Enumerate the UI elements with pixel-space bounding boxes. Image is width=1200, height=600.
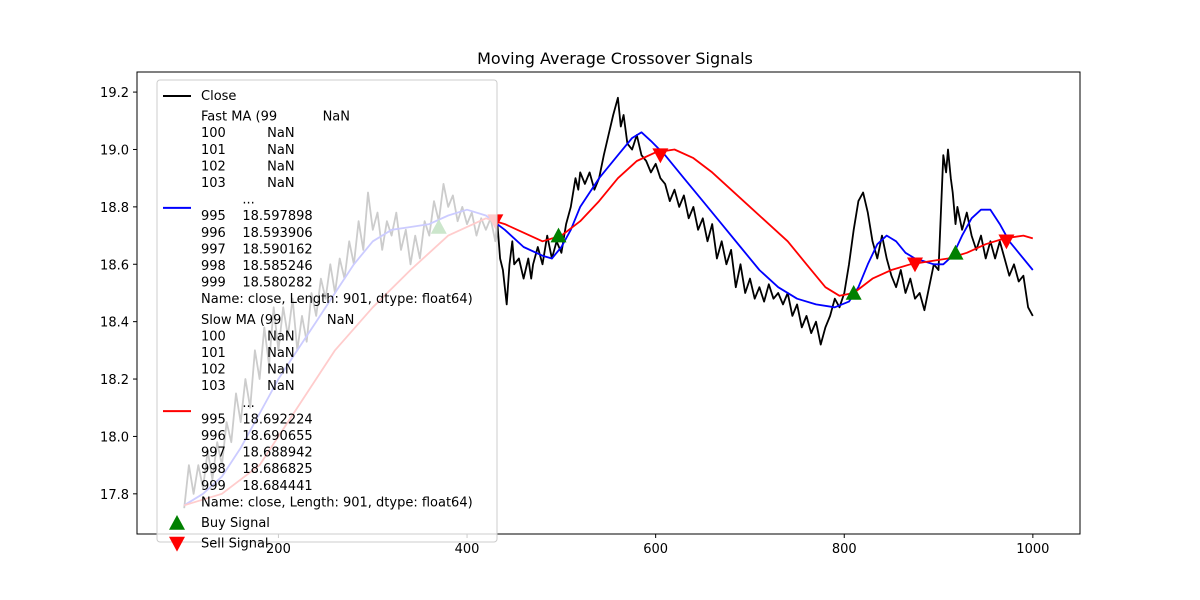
y-tick-label-6: 19.0	[100, 143, 129, 158]
x-tick-label-0: 200	[266, 542, 291, 557]
y-tick-label-3: 18.4	[100, 316, 129, 331]
x-tick-label-2: 600	[643, 542, 668, 557]
legend-label: 101 NaN	[201, 143, 295, 158]
buy-signal-marker-1	[550, 227, 567, 243]
sell-signal-marker-1	[652, 148, 669, 164]
buy-signal-marker-3	[947, 244, 964, 260]
legend-label: Fast MA (99 NaN	[201, 110, 350, 125]
buy-signal-marker-2	[845, 284, 862, 300]
legend-label: 995 18.597898	[201, 209, 313, 224]
sell-signal-marker-3	[998, 234, 1015, 250]
y-tick-label-7: 19.2	[100, 86, 129, 101]
legend-label: 102 NaN	[201, 159, 295, 174]
chart-title: Moving Average Crossover Signals	[477, 49, 753, 68]
legend-swatch	[169, 515, 185, 530]
legend-entry-triangle-up-0: Buy Signal	[169, 515, 270, 531]
legend-label: Buy Signal	[201, 516, 270, 531]
legend-label: 103 NaN	[201, 379, 295, 394]
legend-label: 999 18.580282	[201, 276, 313, 291]
legend-label: 998 18.686825	[201, 462, 313, 477]
legend-label: 100 NaN	[201, 126, 295, 141]
legend-label: ...	[201, 396, 267, 411]
tick-layer: 200 400 600 800 1000 17.8 18.0 18.2 18.4 18.6 18.8…	[100, 86, 1049, 557]
legend-label: 996 18.593906	[201, 226, 313, 241]
legend-label: Close	[201, 89, 236, 104]
sell-signal-marker-2	[906, 257, 923, 273]
legend-label: 102 NaN	[201, 363, 295, 378]
y-tick-label-2: 18.2	[100, 373, 129, 388]
legend-swatch	[169, 536, 185, 552]
legend-box	[156, 79, 498, 543]
x-tick-label-4: 1000	[1016, 542, 1049, 557]
legend-label: ...	[201, 193, 267, 208]
legend-label: 996 18.690655	[201, 429, 313, 444]
legend-label: 997 18.590162	[201, 242, 313, 257]
y-tick-label-5: 18.8	[100, 201, 129, 216]
legend-label: Sell Signal	[201, 537, 269, 552]
legend-label: 100 NaN	[201, 329, 295, 344]
x-tick-label-3: 800	[832, 542, 857, 557]
legend-label: Name: close, Length: 901, dtype: float64…	[201, 495, 473, 510]
y-tick-label-4: 18.6	[100, 258, 129, 273]
y-tick-label-1: 18.0	[100, 430, 129, 445]
legend-label: 103 NaN	[201, 176, 295, 191]
legend-label: Name: close, Length: 901, dtype: float64…	[201, 292, 473, 307]
legend-entry-line-0: Close	[163, 89, 236, 104]
legend-label: Slow MA (99 NaN	[201, 313, 354, 328]
x-tick-label-1: 400	[455, 542, 480, 557]
legend-entry-triangle-down-1: Sell Signal	[169, 537, 269, 552]
plot-frame	[136, 71, 1081, 535]
legend-label: 999 18.684441	[201, 479, 313, 494]
legend-label: 101 NaN	[201, 346, 295, 361]
y-tick-label-0: 17.8	[100, 488, 129, 503]
legend-label: 998 18.585246	[201, 259, 313, 274]
legend-label: 995 18.692224	[201, 412, 313, 427]
legend-label: 997 18.688942	[201, 446, 313, 461]
